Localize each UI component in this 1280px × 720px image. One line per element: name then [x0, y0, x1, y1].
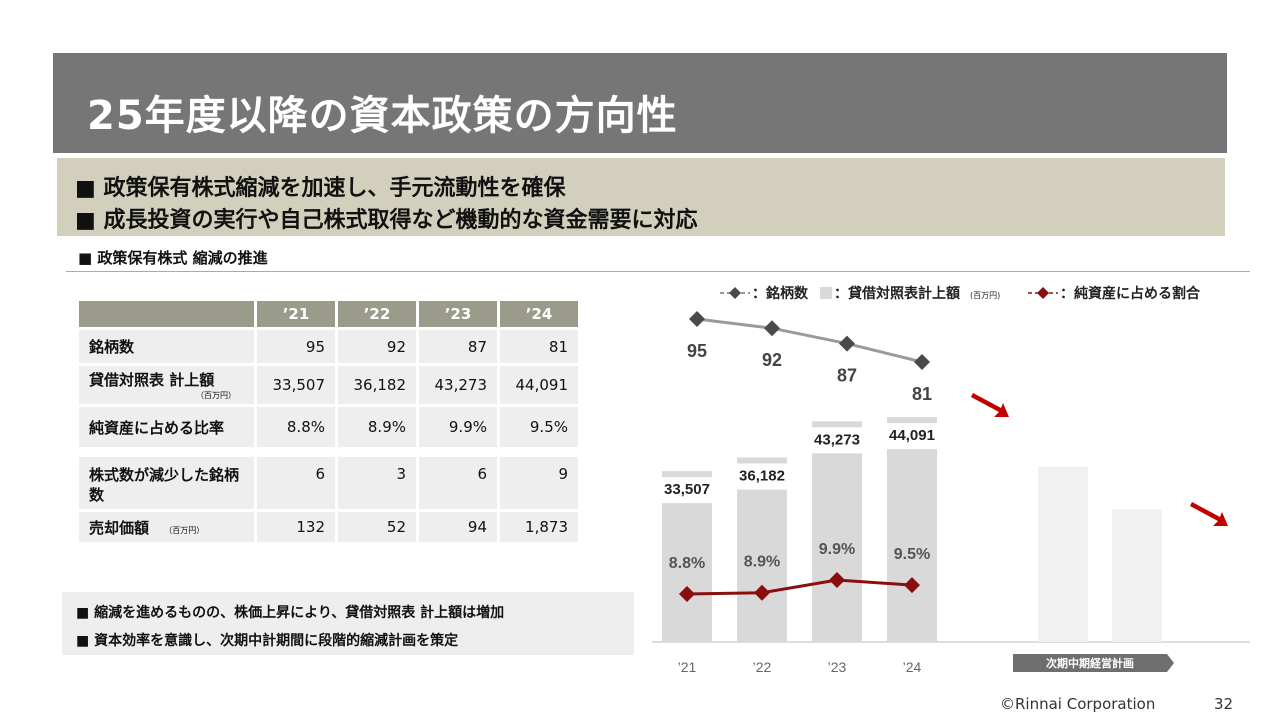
- ratio-marker: [829, 572, 845, 588]
- legend-bar-swatch: [820, 287, 832, 299]
- unit-label: （百万円）: [196, 391, 236, 400]
- unit-label: （百万円）: [164, 525, 205, 535]
- ratio-line: [686, 578, 913, 596]
- table-cell: 95: [257, 330, 335, 363]
- bar-value-label: 36,182: [739, 467, 785, 484]
- count-marker: [764, 320, 780, 337]
- table-cell: 1,873: [500, 512, 578, 542]
- future-bar: [1038, 466, 1088, 642]
- summary-line: ■ 成長投資の実行や自己株式取得など機動的な資金需要に対応: [75, 208, 698, 233]
- table-row: 株式数が減少した銘柄数 6 3 6 9: [79, 457, 578, 509]
- ratio-label: 8.8%: [669, 555, 705, 572]
- title-bar: 25年度以降の資本政策の方向性: [53, 53, 1227, 153]
- table-cell: 9.5%: [500, 407, 578, 447]
- count-marker: [689, 311, 705, 327]
- table-cell: 87: [419, 330, 497, 363]
- summary-line: ■ 政策保有株式縮減を加速し、手元流動性を確保: [75, 176, 566, 201]
- table-cell: 6: [419, 457, 497, 509]
- row-label-cell: 売却価額 （百万円）: [79, 512, 254, 542]
- legend-unit: (百万円): [970, 291, 1000, 300]
- table-header: ’21: [257, 301, 335, 327]
- table-cell: 52: [338, 512, 416, 542]
- page-number: 32: [1214, 695, 1234, 713]
- trend-down-arrow: [1190, 502, 1228, 526]
- bar-value-label: 33,507: [664, 481, 710, 498]
- x-tick-label: ’23: [828, 659, 847, 675]
- section-divider: [66, 271, 1250, 272]
- x-tick-label: ’24: [903, 659, 922, 675]
- legend-ratio-marker: [1037, 287, 1049, 299]
- bar: [887, 417, 937, 642]
- table-cell: 94: [419, 512, 497, 542]
- count-label: 92: [762, 350, 782, 370]
- bar-label-box: [880, 423, 944, 450]
- table-cell: 33,507: [257, 366, 335, 404]
- count-label: 81: [912, 384, 932, 404]
- table-cell: 8.8%: [257, 407, 335, 447]
- legend-label: ：純資産に占める割合: [1060, 285, 1201, 302]
- section-label: ■ 政策保有株式 縮減の推進: [78, 249, 268, 267]
- bar-label-box: [805, 427, 869, 454]
- legend-label: ：貸借対照表計上額: [834, 285, 960, 302]
- table-header-row: ’21 ’22 ’23 ’24: [79, 301, 578, 327]
- notes-box: ■ 縮減を進めるものの、株価上昇により、貸借対照表 計上額は増加 ■ 資本効率を…: [62, 592, 634, 655]
- table-header: ’22: [338, 301, 416, 327]
- table-cell: 44,091: [500, 366, 578, 404]
- ratio-marker: [754, 584, 770, 601]
- bar: [812, 421, 862, 642]
- row-label: 株式数が減少した銘柄数: [79, 457, 254, 509]
- table-header: ’24: [500, 301, 578, 327]
- table-cell: 132: [257, 512, 335, 542]
- bar-value-label: 43,273: [814, 431, 860, 448]
- ratio-marker: [904, 577, 920, 594]
- table-cell: 81: [500, 330, 578, 363]
- table-cell: 3: [338, 457, 416, 509]
- x-tick-label: ’21: [678, 659, 697, 675]
- table-cell: 43,273: [419, 366, 497, 404]
- ratio-marker: [679, 586, 695, 602]
- table-cell: 9.9%: [419, 407, 497, 447]
- table-cell: 92: [338, 330, 416, 363]
- table-row: 貸借対照表 計上額 （百万円） 33,507 36,182 43,273 44,…: [79, 366, 578, 404]
- table-cell: 36,182: [338, 366, 416, 404]
- note-line: ■ 縮減を進めるものの、株価上昇により、貸借対照表 計上額は増加: [76, 605, 505, 621]
- row-label: 純資産に占める比率: [79, 407, 254, 447]
- table-cell: 9: [500, 457, 578, 509]
- ratio-label: 9.9%: [819, 541, 855, 558]
- bar-label-box: [730, 463, 794, 490]
- future-plan-tag: [1013, 654, 1174, 672]
- legend-count-marker: [729, 287, 741, 299]
- note-line: ■ 資本効率を意識し、次期中計期間に段階的縮減計画を策定: [76, 633, 459, 649]
- count-marker: [914, 354, 930, 370]
- bar-label-box: [655, 477, 719, 504]
- ratio-label: 8.9%: [744, 554, 780, 571]
- trend-down-arrow: [971, 393, 1009, 417]
- copyright: ©Rinnai Corporation: [1000, 695, 1156, 713]
- ratio-label: 9.5%: [894, 546, 930, 563]
- row-label: 貸借対照表 計上額: [89, 371, 215, 389]
- table-header: ’23: [419, 301, 497, 327]
- table-row: 売却価額 （百万円） 132 52 94 1,873: [79, 512, 578, 542]
- count-marker: [839, 335, 855, 352]
- row-label: 売却価額: [89, 518, 150, 537]
- count-label: 95: [687, 341, 707, 361]
- future-bar: [1112, 509, 1162, 642]
- table-cell: 8.9%: [338, 407, 416, 447]
- table-row: 純資産に占める比率 8.8% 8.9% 9.9% 9.5%: [79, 407, 578, 447]
- row-label-cell: 貸借対照表 計上額 （百万円）: [79, 366, 254, 404]
- page-title: 25年度以降の資本政策の方向性: [87, 93, 678, 139]
- summary-box: ■ 政策保有株式縮減を加速し、手元流動性を確保 ■ 成長投資の実行や自己株式取得…: [57, 158, 1225, 236]
- future-plan-label: 次期中期経営計画: [1046, 656, 1134, 670]
- count-label: 87: [837, 366, 857, 386]
- table-header-blank: [79, 301, 254, 327]
- x-tick-label: ’22: [753, 659, 772, 675]
- holdings-table: ’21 ’22 ’23 ’24 銘柄数 95 92 87 81 貸借対照表 計上…: [76, 298, 581, 545]
- bar-value-label: 44,091: [889, 427, 935, 444]
- row-label: 銘柄数: [79, 330, 254, 363]
- table-cell: 6: [257, 457, 335, 509]
- count-line: [696, 317, 923, 364]
- legend-label: ：銘柄数: [752, 285, 809, 302]
- table-row: 銘柄数 95 92 87 81: [79, 330, 578, 363]
